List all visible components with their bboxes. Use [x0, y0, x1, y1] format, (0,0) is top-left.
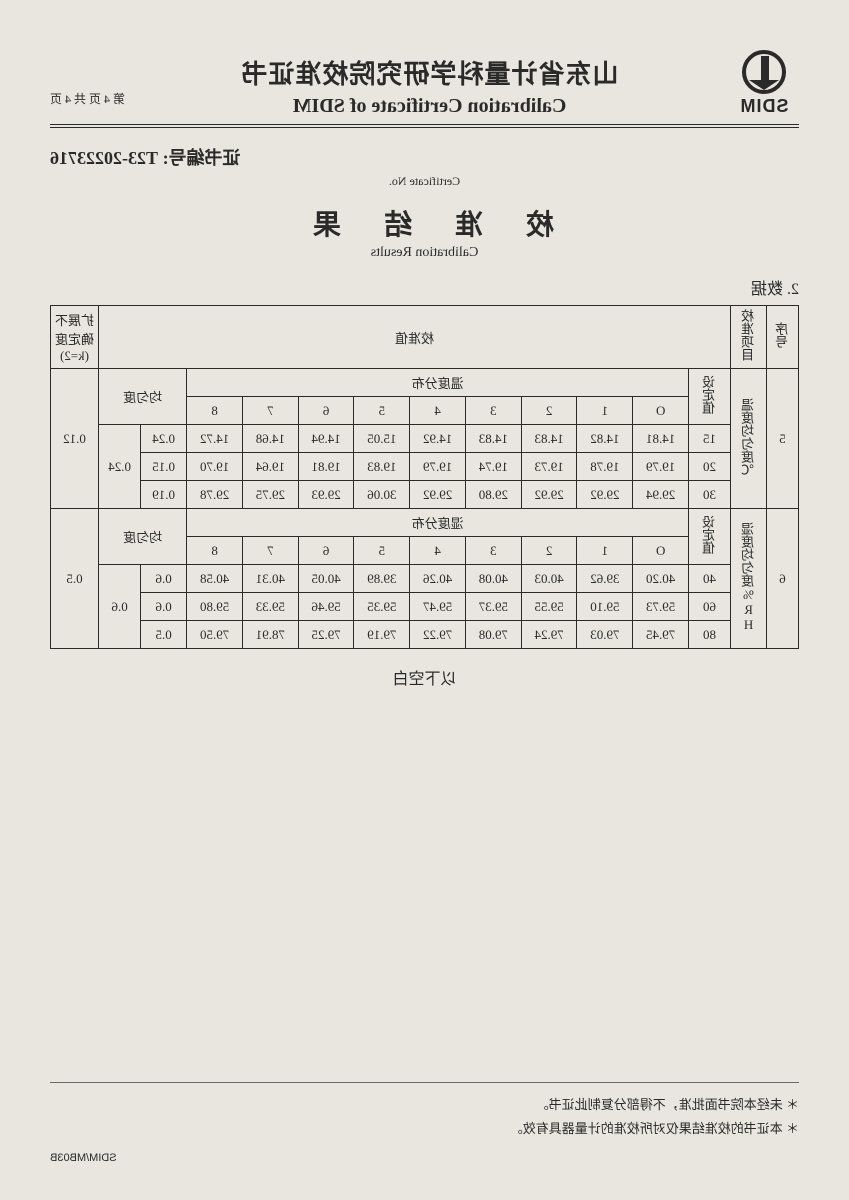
- table-row: 30 29.9429.9229.9229.8029.9230.0629.9329…: [51, 481, 799, 509]
- sub-uni: 均匀度: [99, 369, 187, 425]
- calibration-table: 序号 校准项目 校准值 扩展不 确定度 (k=2) 5 温度均匀度℃ 设定值 温…: [50, 305, 799, 649]
- table-row: 60 59.7359.1059.5559.3759.4759.3559.4659…: [51, 593, 799, 621]
- sub-set: 设定值: [689, 509, 731, 565]
- certificate-number: 证书编号: T23-20223716: [50, 144, 799, 170]
- footer-notes: ＊ 未经本院书面批准，不得部分复制此证书。 ＊ 本证书的校准结果仅对所校准的计量…: [50, 1082, 799, 1140]
- item-5: 温度均匀度℃: [731, 369, 767, 509]
- footnote-1: ＊ 未经本院书面批准，不得部分复制此证书。: [50, 1093, 799, 1116]
- table-row: 6 湿度均匀度%RH 设定值 湿度分布 均匀度 0.5: [51, 509, 799, 537]
- title-cn: 山东省计量科学研究院校准证书: [130, 54, 729, 91]
- sub-dist-t: 温度分布: [187, 369, 689, 397]
- seq-6: 6: [767, 509, 799, 649]
- cert-no-label: 证书编号:: [163, 148, 241, 168]
- results-title-en: Calibration Results: [50, 245, 799, 261]
- table-row: 序号 校准项目 校准值 扩展不 确定度 (k=2): [51, 306, 799, 369]
- table-row: 80 79.4579.0379.2479.0879.2279.1979.2578…: [51, 621, 799, 649]
- sub-set: 设定值: [689, 369, 731, 425]
- seq-5: 5: [767, 369, 799, 509]
- footnote-2: ＊ 本证书的校准结果仅对所校准的计量器具有效。: [50, 1117, 799, 1140]
- results-title-cn: 校 准 结 果: [50, 203, 799, 243]
- table-row: 5 温度均匀度℃ 设定值 温度分布 均匀度 0.12: [51, 369, 799, 397]
- unc-5: 0.12: [51, 369, 99, 509]
- blank-below: 以下空白: [50, 665, 799, 689]
- col-seq: 序号: [767, 306, 799, 369]
- sub-uni: 均匀度: [99, 509, 187, 565]
- page-number: 第 4 页 共 4 页: [50, 50, 130, 107]
- col-uncertainty: 扩展不 确定度 (k=2): [51, 306, 99, 369]
- sub-dist-h: 湿度分布: [187, 509, 689, 537]
- cert-no-value: T23-20223716: [50, 148, 158, 168]
- col-item: 校准项目: [731, 306, 767, 369]
- table-row: 20 19.7919.7819.7319.7419.7919.8319.8119…: [51, 453, 799, 481]
- title-en: Calibration Certificate of SDIM: [130, 95, 729, 118]
- item-6: 湿度均匀度%RH: [731, 509, 767, 649]
- section-label: 2. 数据: [50, 275, 799, 299]
- sdim-logo-icon: [737, 50, 791, 94]
- certificate-number-en: Certificate No.: [50, 174, 799, 189]
- logo: SDIM: [729, 50, 799, 117]
- col-value: 校准值: [99, 306, 731, 369]
- logo-text: SDIM: [729, 96, 799, 117]
- unc-6: 0.5: [51, 509, 99, 649]
- footer-code: SDIM/MB03B: [50, 1152, 117, 1164]
- header: SDIM 山东省计量科学研究院校准证书 Calibration Certific…: [50, 50, 799, 128]
- table-row: 40 40.2039.6240.0340.0840.2639.8940.0540…: [51, 565, 799, 593]
- table-row: 15 14.8114.8214.8314.8314.9215.0514.9414…: [51, 425, 799, 453]
